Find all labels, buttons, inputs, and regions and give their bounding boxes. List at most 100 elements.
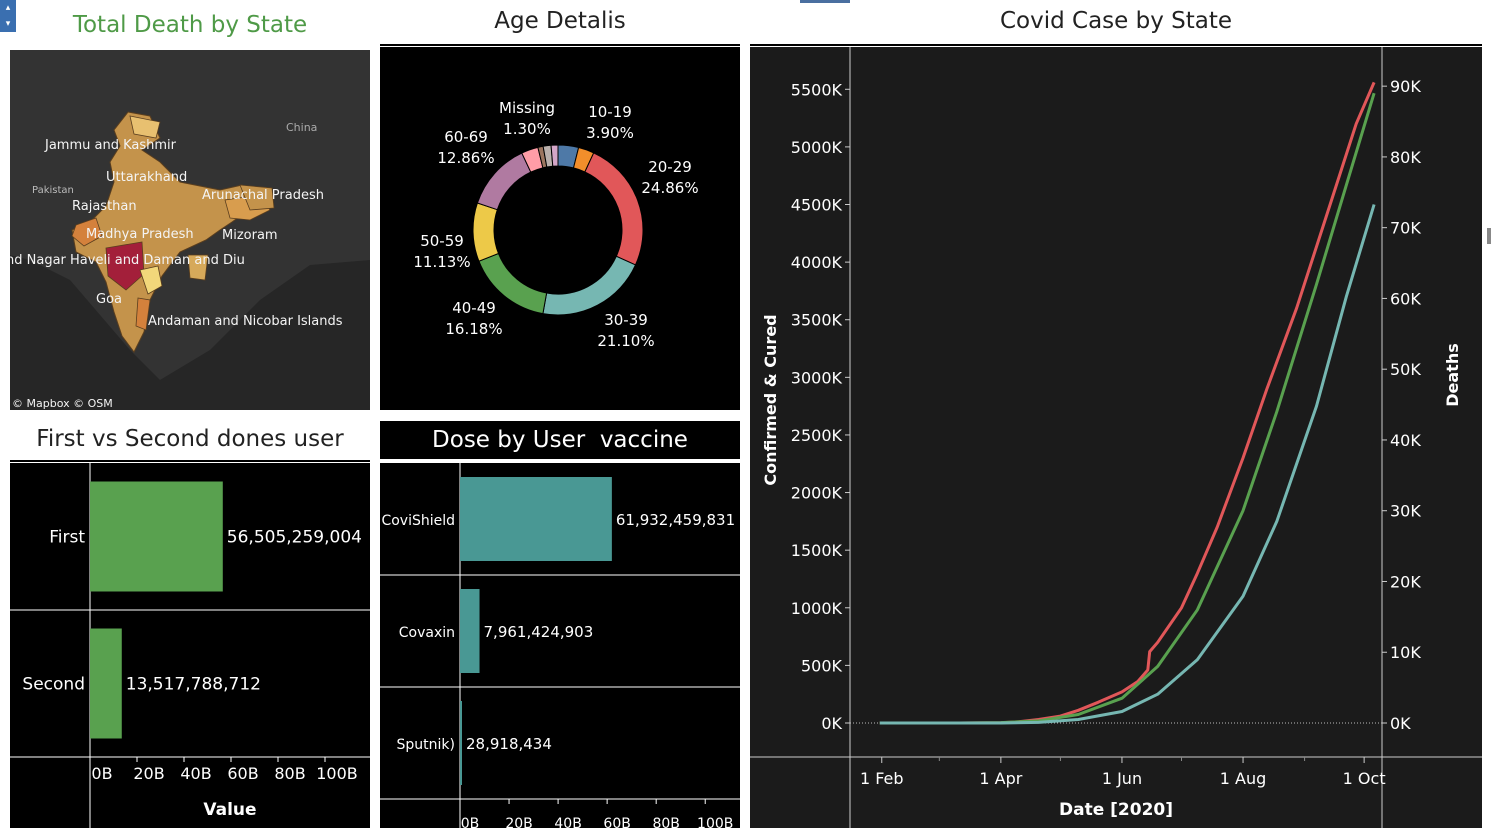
x-tick-label: 100B — [316, 764, 358, 783]
bar[interactable] — [460, 477, 612, 561]
y2-tick-label: 60K — [1390, 289, 1421, 308]
x-tick-label: 1 Apr — [979, 769, 1022, 788]
dose-title: Dose by User vaccine — [432, 427, 688, 453]
bar-value-label: 61,932,459,831 — [616, 511, 735, 529]
series-line-deaths[interactable] — [879, 92, 1376, 725]
x-tick-label: 80B — [274, 764, 305, 783]
y-tick-label: 2000K — [791, 484, 843, 503]
y-tick-label: 0K — [821, 714, 842, 733]
age-donut-chart[interactable]: 10-19 3.90% 20-29 24.86% 30-39 21.10% 40-49 16.… — [380, 47, 740, 410]
right-edge-handle[interactable] — [1487, 228, 1491, 244]
y-tick-label: 3500K — [791, 311, 843, 330]
y2-tick-label: 40K — [1390, 431, 1421, 450]
y-axis-label: Confirmed & Cured — [761, 314, 780, 485]
covid-line-chart[interactable]: 0K 500K 1000K 1500K 2000K 2500K 3000K 3500K 4000… — [750, 47, 1482, 828]
covid-panel: 0K 500K 1000K 1500K 2000K 2500K 3000K 3500K 4000… — [750, 47, 1482, 828]
pie-pct-label: 21.10% — [597, 332, 654, 350]
bar-value-label: 56,505,259,004 — [227, 528, 362, 548]
y2-tick-label: 30K — [1390, 502, 1421, 521]
x-tick-label: 1 Aug — [1220, 769, 1267, 788]
first-second-bar-chart[interactable]: First 56,505,259,004 Second 13,517,788,712 0… — [10, 463, 370, 828]
pie-label: 60-69 — [444, 128, 488, 146]
x-tick-label: 1 Oct — [1343, 769, 1386, 788]
x-tick-label: 20B — [133, 764, 164, 783]
map-title: Total Death by State — [72, 12, 308, 38]
india-map[interactable]: China Jammu and Kashmir Uttarakhand Paki… — [6, 50, 370, 410]
y-tick-label: 3000K — [791, 368, 843, 387]
first-second-title: First vs Second dones user — [36, 426, 344, 452]
y-tick-label: 2500K — [791, 426, 843, 445]
x-tick-label: 20B — [505, 816, 532, 828]
pie-slice[interactable] — [542, 255, 637, 316]
bar[interactable] — [90, 628, 122, 739]
dose-panel: CoviShield 61,932,459,831 Covaxin 7,961,424… — [380, 463, 740, 832]
pie-pct-label: 3.90% — [586, 124, 634, 142]
y2-tick-label: 80K — [1390, 148, 1421, 167]
pie-pct-label: 1.30% — [503, 120, 551, 138]
x-axis-label: Value — [203, 800, 256, 820]
x-tick-label: 1 Jun — [1102, 769, 1142, 788]
y2-axis-label: Deaths — [1443, 343, 1462, 407]
x-tick-label: 0B — [461, 816, 480, 828]
category-label: First — [49, 528, 85, 548]
x-tick-label: 60B — [603, 816, 630, 828]
map-panel[interactable]: China Jammu and Kashmir Uttarakhand Paki… — [6, 50, 370, 410]
top-scroll-tab[interactable] — [800, 0, 850, 3]
map-label-arunachal: Arunachal Pradesh — [202, 188, 324, 203]
first-second-rule — [10, 460, 370, 462]
first-second-panel: First 56,505,259,004 Second 13,517,788,712 0… — [10, 463, 370, 828]
bar-value-label: 28,918,434 — [466, 735, 552, 753]
chevron-up-icon[interactable]: ▴ — [5, 3, 11, 13]
y-tick-label: 5500K — [791, 80, 843, 99]
bar-value-label: 7,961,424,903 — [484, 623, 594, 641]
pie-slice[interactable] — [472, 202, 500, 262]
y2-tick-label: 0K — [1390, 714, 1411, 733]
y-tick-label: 5000K — [791, 138, 843, 157]
bar[interactable] — [90, 481, 223, 592]
pie-label: 10-19 — [588, 103, 632, 121]
pie-slice[interactable] — [550, 144, 559, 167]
map-label-dadra: nd Nagar Haveli and Daman and Diu — [10, 253, 245, 268]
series-line-confirmed[interactable] — [879, 81, 1376, 725]
bar-value-label: 13,517,788,712 — [126, 675, 261, 695]
pie-pct-label: 24.86% — [641, 179, 698, 197]
x-tick-label: 80B — [652, 816, 679, 828]
pie-slice[interactable] — [584, 152, 644, 266]
map-label-goa: Goa — [96, 292, 122, 307]
x-tick-label: 40B — [554, 816, 581, 828]
x-tick-label: 60B — [227, 764, 258, 783]
pie-pct-label: 12.86% — [437, 149, 494, 167]
x-tick-label: 0B — [91, 764, 112, 783]
x-tick-label: 40B — [180, 764, 211, 783]
map-label-madhya: Madhya Pradesh — [86, 227, 194, 242]
pie-label: 20-29 — [648, 158, 692, 176]
dose-bar-chart[interactable]: CoviShield 61,932,459,831 Covaxin 7,961,424… — [380, 463, 740, 832]
filter-control[interactable]: ▴ ▾ — [0, 0, 16, 32]
y-tick-label: 500K — [801, 656, 843, 675]
map-label-rajasthan: Rajasthan — [72, 199, 137, 214]
map-label-mizoram: Mizoram — [222, 228, 278, 243]
y-tick-label: 1500K — [791, 541, 843, 560]
age-title-rule — [380, 44, 740, 46]
covid-title: Covid Case by State — [999, 8, 1233, 34]
pie-label: Missing — [499, 99, 555, 117]
series-line-cured[interactable] — [879, 204, 1376, 725]
chevron-down-icon[interactable]: ▾ — [5, 19, 11, 29]
category-label: Covaxin — [399, 625, 455, 641]
y2-tick-label: 20K — [1390, 572, 1421, 591]
x-tick-label: 100B — [697, 816, 733, 828]
y2-tick-label: 50K — [1390, 360, 1421, 379]
y2-tick-label: 70K — [1390, 219, 1421, 238]
y2-tick-label: 10K — [1390, 643, 1421, 662]
pie-pct-label: 11.13% — [413, 253, 470, 271]
pie-pct-label: 16.18% — [445, 320, 502, 338]
category-label: CoviShield — [381, 513, 455, 529]
y-tick-label: 4000K — [791, 253, 843, 272]
category-label: Second — [22, 675, 85, 695]
bar[interactable] — [460, 701, 462, 785]
bar[interactable] — [460, 589, 480, 673]
y-tick-label: 4500K — [791, 196, 843, 215]
category-label: Sputnik) — [397, 737, 455, 753]
map-label-pakistan: Pakistan — [32, 185, 74, 196]
map-label-andaman: Andaman and Nicobar Islands — [148, 314, 343, 329]
